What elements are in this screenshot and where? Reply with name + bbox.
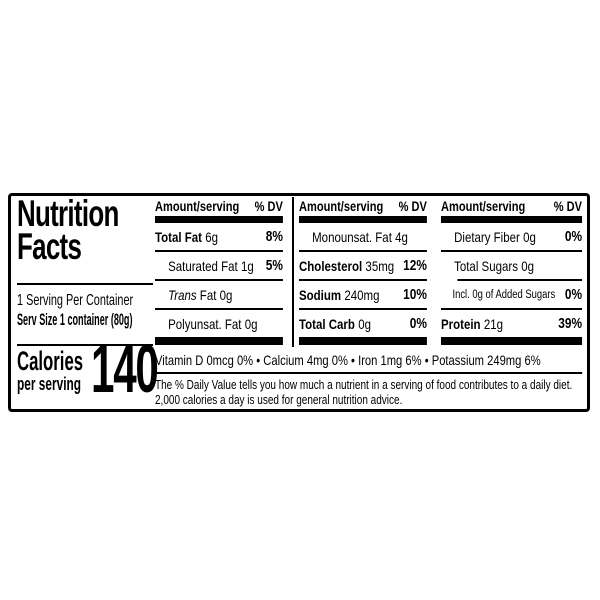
column-bottom-bar bbox=[155, 337, 283, 345]
column-divider bbox=[292, 197, 294, 347]
nutrient-dv: 12% bbox=[403, 257, 427, 274]
nutrient-dv: 0% bbox=[564, 286, 583, 303]
row-protein: Protein 21g 39% bbox=[441, 310, 582, 337]
calories-sublabel: per serving bbox=[17, 374, 82, 394]
micronutrients-line: Vitamin D 0mcg 0% • Calcium 4mg 0% • Iro… bbox=[155, 352, 541, 368]
nutrient-dv: 5% bbox=[265, 257, 283, 274]
column-3-header: Amount/serving % DV bbox=[441, 197, 582, 214]
header-thick-bar bbox=[441, 216, 583, 223]
title-line-1: Nutrition bbox=[17, 193, 119, 234]
column-bottom-bar bbox=[299, 337, 427, 345]
nutrient-amount: 1g bbox=[240, 257, 254, 274]
row-separator bbox=[155, 279, 283, 281]
nutrient-name: Protein 21g bbox=[441, 315, 503, 332]
nutrient-name: Trans Fat 0g bbox=[168, 286, 233, 303]
daily-value-footnote: The % Daily Value tells you how much a n… bbox=[155, 377, 573, 408]
row-polyunsat-fat: Polyunsat. Fat 0g bbox=[155, 310, 283, 337]
row-sodium: Sodium 240mg 10% bbox=[299, 281, 427, 308]
label-bottom-section: Vitamin D 0mcg 0% • Calcium 4mg 0% • Iro… bbox=[155, 352, 600, 409]
row-separator bbox=[299, 279, 427, 281]
label-left-panel: Nutrition Facts 1 Serving Per Container … bbox=[17, 195, 159, 409]
nutrient-name: Dietary Fiber 0g bbox=[454, 228, 536, 245]
row-separator bbox=[299, 250, 427, 252]
row-cholesterol: Cholesterol 35mg 12% bbox=[299, 252, 427, 279]
percent-dv-header: % DV bbox=[553, 199, 583, 214]
row-separator bbox=[441, 250, 583, 252]
title-divider-rule bbox=[17, 283, 153, 285]
header-thick-bar bbox=[299, 216, 427, 223]
row-separator bbox=[299, 308, 427, 310]
nutrient-name: Saturated Fat 1g bbox=[168, 257, 254, 274]
row-separator bbox=[155, 250, 283, 252]
nutrient-dv: 10% bbox=[403, 286, 427, 303]
label-title: Nutrition Facts bbox=[17, 193, 162, 267]
nutrient-name: Total Sugars 0g bbox=[454, 257, 534, 274]
nutrient-amount: 6g bbox=[205, 228, 219, 245]
column-2-header: Amount/serving % DV bbox=[299, 197, 427, 214]
nutrient-amount: 0g bbox=[358, 315, 371, 332]
row-dietary-fiber: Dietary Fiber 0g 0% bbox=[441, 223, 582, 250]
row-total-carb: Total Carb 0g 0% bbox=[299, 310, 427, 337]
nutrient-name: Total Fat 6g bbox=[155, 228, 219, 245]
nutrient-amount: 21g bbox=[483, 315, 503, 332]
row-total-sugars: Total Sugars 0g bbox=[441, 252, 582, 279]
nutrient-name: Sodium 240mg bbox=[299, 286, 380, 303]
column-bottom-bar bbox=[441, 337, 583, 345]
nutrient-amount: 35mg bbox=[365, 257, 395, 274]
row-saturated-fat: Saturated Fat 1g 5% bbox=[155, 252, 283, 279]
percent-dv-header: % DV bbox=[398, 199, 427, 214]
nutrient-amount: 240mg bbox=[344, 286, 380, 303]
nutrient-name: Incl. 0g of Added Sugars bbox=[452, 288, 556, 301]
nutrient-column-2: Amount/serving % DV Monounsat. Fat 4g Cho… bbox=[299, 197, 455, 345]
amount-serving-header: Amount/serving bbox=[299, 199, 384, 214]
footnote-divider-rule bbox=[155, 372, 583, 374]
serving-size: Serv Size 1 container (80g) bbox=[17, 311, 133, 329]
row-trans-fat: Trans Fat 0g bbox=[155, 281, 283, 308]
nutrient-name: Total Carb 0g bbox=[299, 315, 371, 332]
nutrient-name: Cholesterol 35mg bbox=[299, 257, 395, 274]
column-1-header: Amount/serving % DV bbox=[155, 197, 283, 214]
row-separator bbox=[155, 308, 283, 310]
header-thick-bar bbox=[155, 216, 283, 223]
calories-label: Calories bbox=[17, 346, 84, 376]
nutrient-amount: 0g bbox=[521, 257, 534, 274]
nutrient-dv: 0% bbox=[409, 315, 427, 332]
nutrient-amount: 0g bbox=[219, 286, 233, 303]
nutrient-column-3: Amount/serving % DV Dietary Fiber 0g 0% T… bbox=[441, 197, 600, 345]
row-total-fat: Total Fat 6g 8% bbox=[155, 223, 283, 250]
calories-divider-rule bbox=[17, 344, 153, 346]
amount-serving-header: Amount/serving bbox=[441, 199, 526, 214]
nutrient-dv: 0% bbox=[564, 228, 583, 245]
nutrient-dv: 39% bbox=[558, 315, 583, 332]
row-added-sugars: Incl. 0g of Added Sugars 0% bbox=[441, 281, 582, 308]
nutrient-column-1: Amount/serving % DV Total Fat 6g 8% Satur… bbox=[155, 197, 311, 345]
percent-dv-header: % DV bbox=[254, 199, 283, 214]
title-line-2: Facts bbox=[17, 226, 82, 267]
servings-per-container: 1 Serving Per Container bbox=[17, 292, 134, 309]
row-separator-indented bbox=[457, 279, 583, 281]
nutrient-name: Polyunsat. Fat 0g bbox=[168, 315, 258, 332]
row-monounsat-fat: Monounsat. Fat 4g bbox=[299, 223, 427, 250]
nutrient-dv: 8% bbox=[265, 228, 283, 245]
nutrient-amount: 4g bbox=[395, 228, 408, 245]
row-separator bbox=[441, 308, 583, 310]
nutrition-facts-label: Nutrition Facts 1 Serving Per Container … bbox=[8, 193, 590, 412]
calories-value: 140 bbox=[91, 331, 159, 407]
nutrient-amount: 0g bbox=[244, 315, 258, 332]
nutrient-amount: 0g bbox=[523, 228, 536, 245]
amount-serving-header: Amount/serving bbox=[155, 199, 240, 214]
nutrient-name: Monounsat. Fat 4g bbox=[312, 228, 408, 245]
